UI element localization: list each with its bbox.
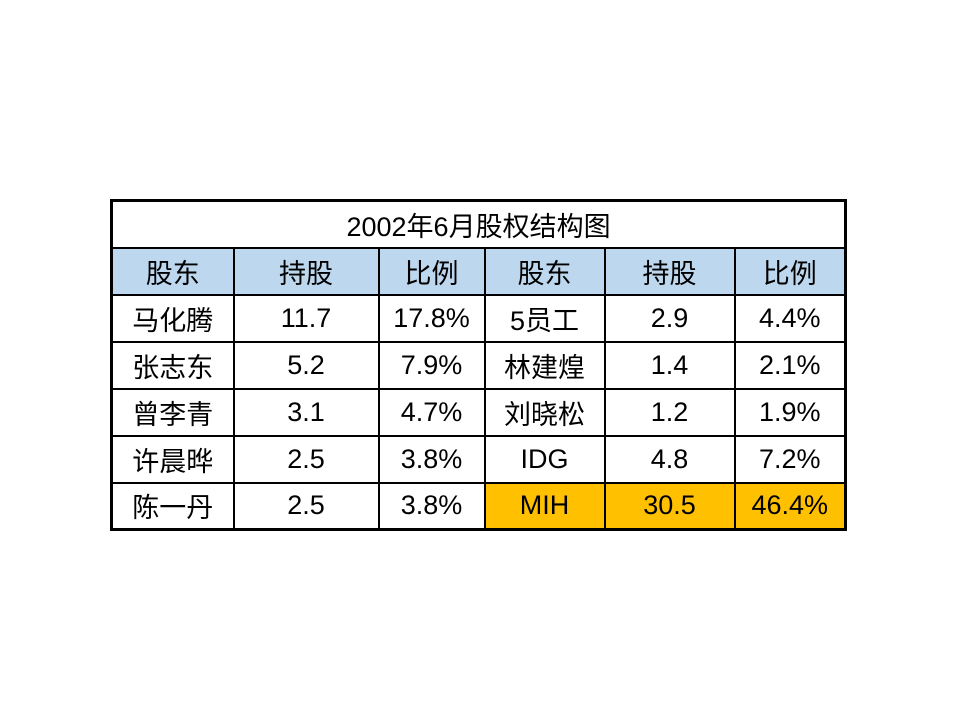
cell-shares: 5.2 xyxy=(232,340,380,390)
cell-ratio: 1.9% xyxy=(733,387,847,437)
column-header-shareholder-right: 股东 xyxy=(483,246,606,296)
cell-shares: 3.1 xyxy=(232,387,380,437)
cell-ratio: 3.8% xyxy=(377,481,486,531)
cell-name: IDG xyxy=(483,434,606,484)
column-header-ratio-right: 比例 xyxy=(733,246,847,296)
table-row: 马化腾 11.7 17.8% 5员工 2.9 4.4% xyxy=(110,293,847,343)
column-header-ratio-left: 比例 xyxy=(377,246,486,296)
column-header-shares-left: 持股 xyxy=(232,246,380,296)
cell-name: 5员工 xyxy=(483,293,606,343)
header-row: 股东 持股 比例 股东 持股 比例 xyxy=(110,246,847,296)
table-row: 曾李青 3.1 4.7% 刘晓松 1.2 1.9% xyxy=(110,387,847,437)
cell-ratio: 4.4% xyxy=(733,293,847,343)
cell-shares: 4.8 xyxy=(603,434,736,484)
column-header-shareholder-left: 股东 xyxy=(110,246,235,296)
cell-ratio: 4.7% xyxy=(377,387,486,437)
cell-shares-highlighted: 30.5 xyxy=(603,481,736,531)
cell-shares: 2.5 xyxy=(232,481,380,531)
table-row: 张志东 5.2 7.9% 林建煌 1.4 2.1% xyxy=(110,340,847,390)
cell-shares: 1.4 xyxy=(603,340,736,390)
cell-name: 林建煌 xyxy=(483,340,606,390)
cell-ratio-highlighted: 46.4% xyxy=(733,481,847,531)
table-title: 2002年6月股权结构图 xyxy=(110,199,847,249)
cell-name: 张志东 xyxy=(110,340,235,390)
table-row-highlighted: 陈一丹 2.5 3.8% MIH 30.5 46.4% xyxy=(110,481,847,531)
cell-shares: 11.7 xyxy=(232,293,380,343)
column-header-shares-right: 持股 xyxy=(603,246,736,296)
cell-ratio: 2.1% xyxy=(733,340,847,390)
cell-name: 马化腾 xyxy=(110,293,235,343)
cell-name: 刘晓松 xyxy=(483,387,606,437)
cell-name: 曾李青 xyxy=(110,387,235,437)
cell-name: 许晨晔 xyxy=(110,434,235,484)
cell-shares: 2.5 xyxy=(232,434,380,484)
cell-ratio: 17.8% xyxy=(377,293,486,343)
equity-table-container: 2002年6月股权结构图 股东 持股 比例 股东 持股 比例 马化腾 11.7 … xyxy=(110,199,848,531)
cell-shares: 1.2 xyxy=(603,387,736,437)
equity-structure-table: 2002年6月股权结构图 股东 持股 比例 股东 持股 比例 马化腾 11.7 … xyxy=(110,199,848,531)
cell-name-highlighted: MIH xyxy=(483,481,606,531)
cell-shares: 2.9 xyxy=(603,293,736,343)
cell-ratio: 7.2% xyxy=(733,434,847,484)
title-row: 2002年6月股权结构图 xyxy=(110,199,847,249)
cell-ratio: 3.8% xyxy=(377,434,486,484)
cell-ratio: 7.9% xyxy=(377,340,486,390)
cell-name: 陈一丹 xyxy=(110,481,235,531)
table-row: 许晨晔 2.5 3.8% IDG 4.8 7.2% xyxy=(110,434,847,484)
